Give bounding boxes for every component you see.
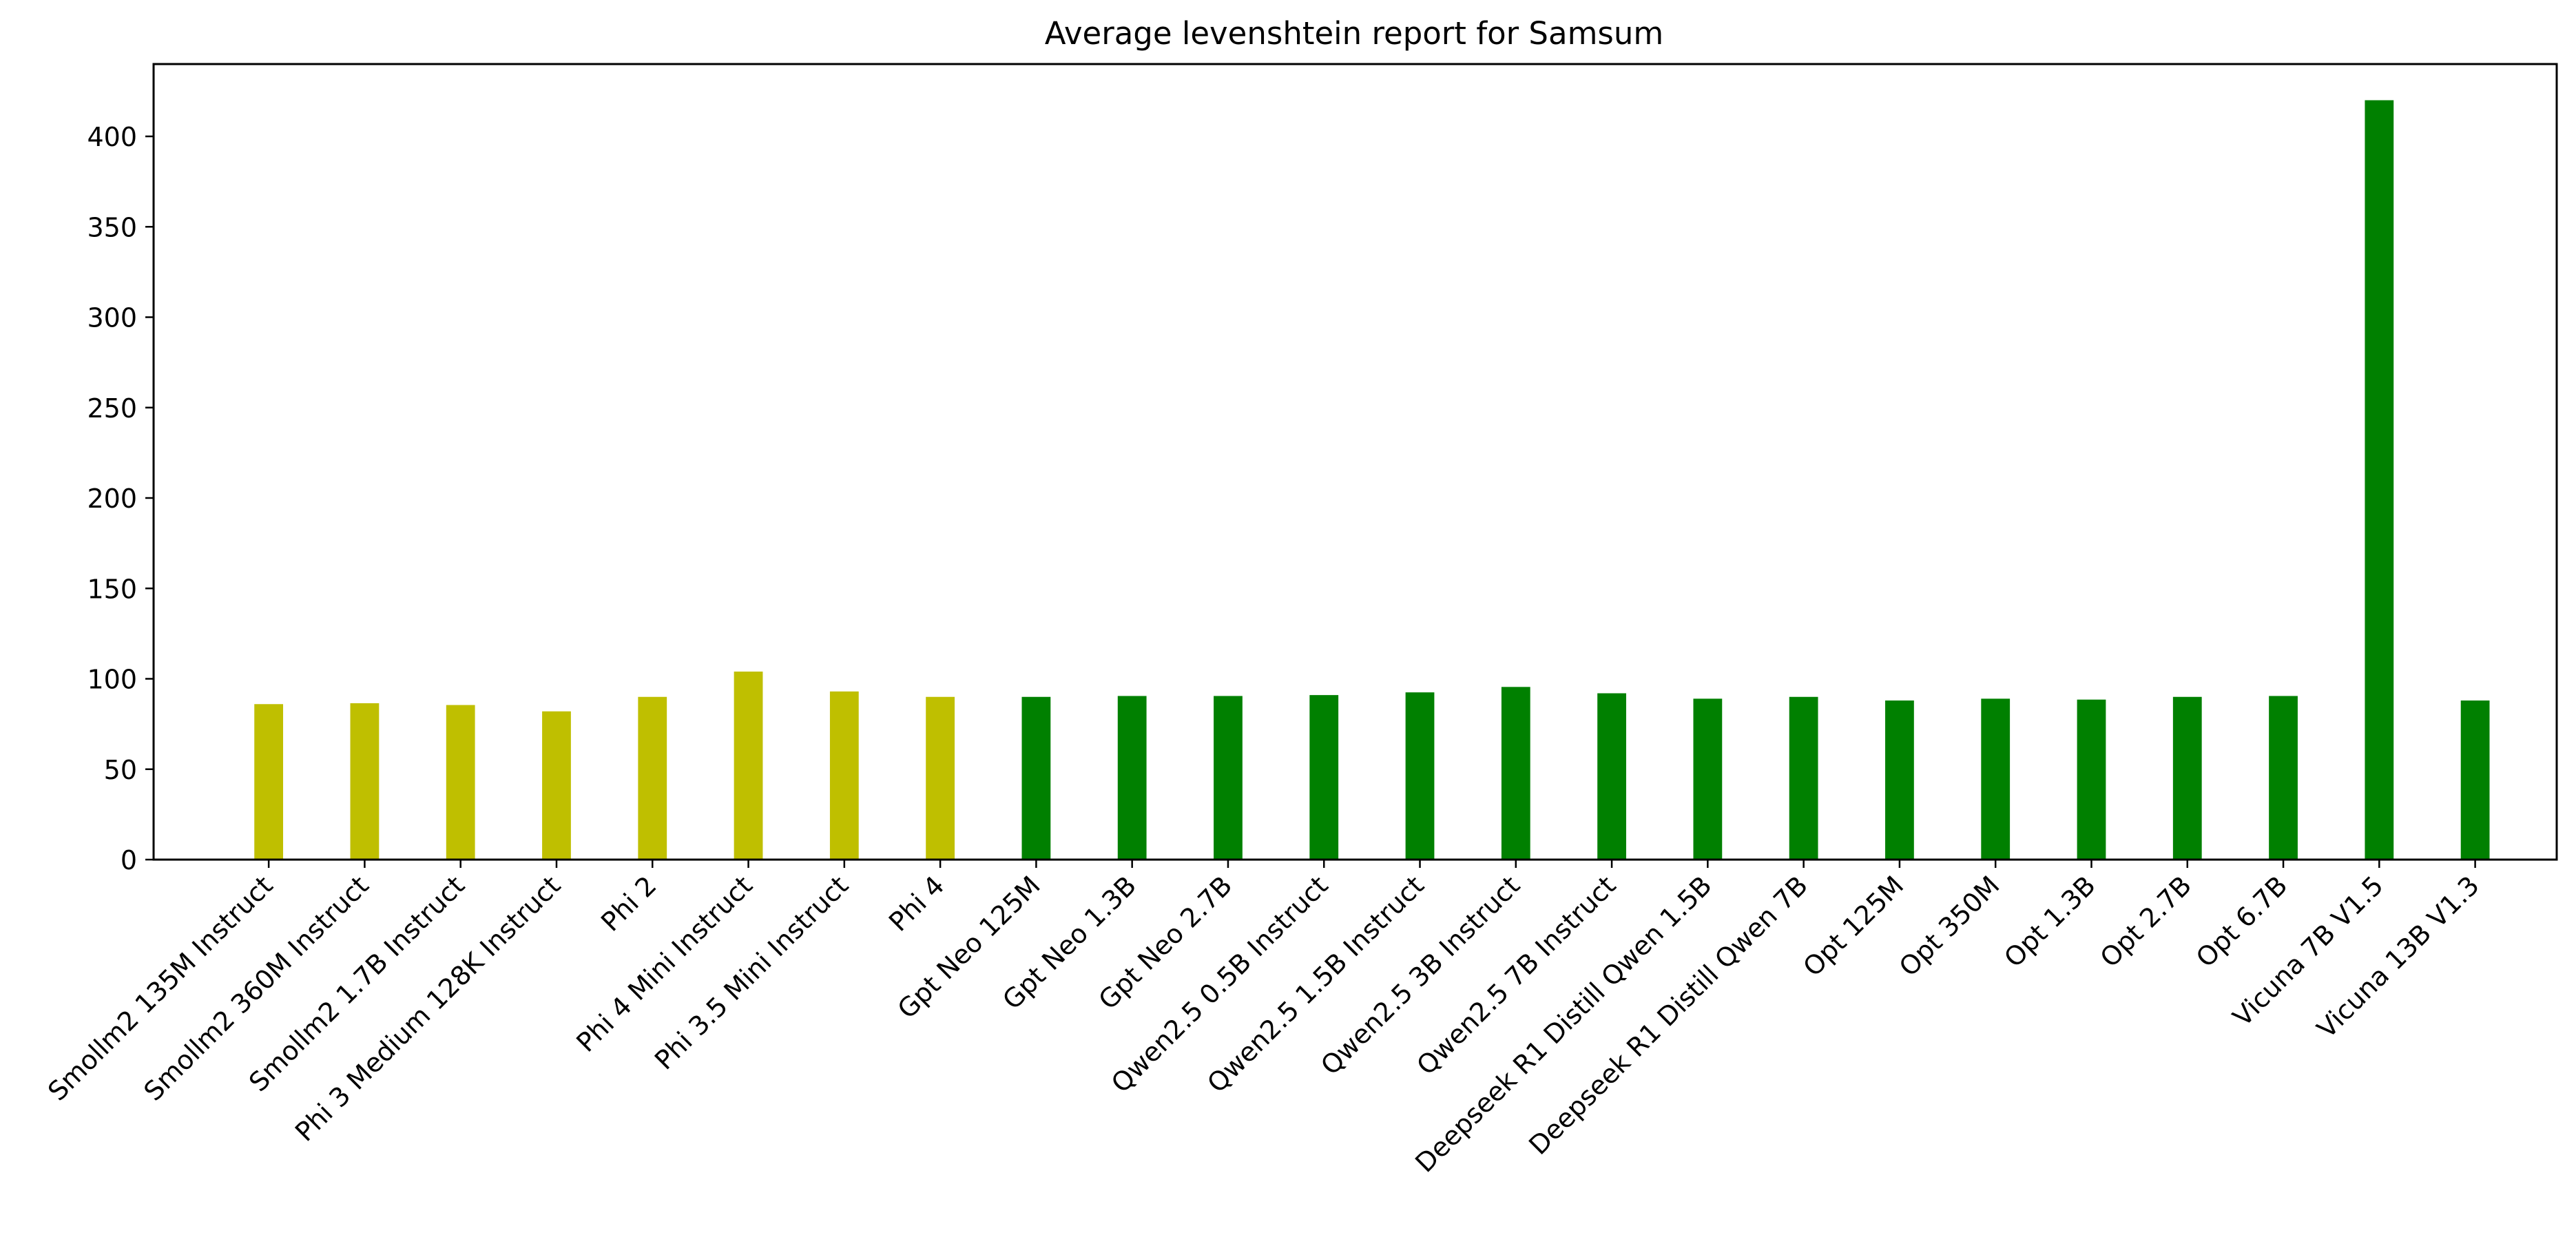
x-tick-label: Opt 2.7B — [2095, 870, 2198, 973]
bar — [2077, 699, 2106, 860]
bar — [734, 672, 763, 860]
bar — [1597, 693, 1626, 860]
x-tick-label: Opt 6.7B — [2190, 870, 2294, 973]
x-tick-label: Opt 350M — [1893, 870, 2006, 982]
bar — [2269, 696, 2298, 860]
bar — [829, 691, 859, 860]
bar — [254, 704, 284, 860]
bar — [1693, 698, 1723, 860]
x-tick-label: Phi 4 Mini Instruct — [570, 870, 758, 1058]
y-axis: 0 50 100 150 200 250 300 350 400 — [87, 122, 154, 875]
bar — [926, 696, 955, 860]
x-tick-label: Opt 125M — [1797, 870, 1909, 982]
bar — [446, 705, 475, 860]
bar — [350, 703, 380, 860]
y-tick-label: 400 — [87, 122, 137, 152]
bar — [1405, 692, 1435, 860]
bar — [1214, 696, 1243, 860]
y-tick-label: 300 — [87, 303, 137, 333]
bar — [1309, 695, 1339, 860]
bar — [542, 711, 571, 860]
bar — [1981, 698, 2011, 860]
bar — [1885, 700, 1914, 860]
bar — [1021, 696, 1051, 860]
x-tick-label: Phi 4 — [883, 870, 950, 937]
bar — [638, 696, 667, 860]
x-tick-label: Phi 2 — [595, 870, 662, 937]
y-tick-label: 100 — [87, 665, 137, 695]
bar — [1789, 696, 1818, 860]
x-tick-label: Phi 3.5 Mini Instruct — [649, 870, 854, 1075]
bar — [1501, 687, 1530, 860]
bar — [1117, 696, 1147, 860]
y-tick-label: 0 — [121, 845, 137, 875]
y-tick-label: 200 — [87, 484, 137, 514]
bar — [2460, 700, 2490, 860]
x-tick-label: Opt 1.3B — [1998, 870, 2101, 973]
y-tick-label: 350 — [87, 212, 137, 242]
bars — [254, 100, 2490, 860]
bar — [2172, 696, 2202, 860]
x-tick-label: Vicuna 13B V1.3 — [2311, 870, 2484, 1044]
chart-title: Average levenshtein report for Samsum — [1045, 15, 1663, 52]
y-tick-label: 150 — [87, 574, 137, 604]
y-tick-label: 50 — [104, 755, 137, 785]
bar — [2365, 100, 2394, 860]
plot-frame — [152, 63, 2558, 861]
y-tick-label: 250 — [87, 393, 137, 424]
